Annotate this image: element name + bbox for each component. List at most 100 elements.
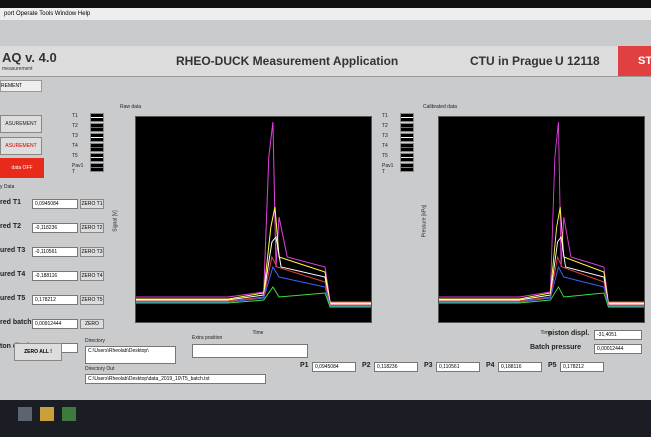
readout-label: red T1 [0,199,22,206]
plot-trace [136,206,371,304]
pressure-label: P3 [424,362,433,369]
directory-path: C:\Users\Rheolab\Desktop\ [85,346,176,364]
legend-label: T1 [72,113,78,119]
header: AQ v. 4.0 measurement RHEO-DUCK Measurem… [0,46,651,77]
plot-trace [136,235,371,305]
version: AQ v. 4.0 [2,50,57,65]
zero-button[interactable]: ZERO T2 [80,223,104,233]
status: data OFF [0,158,44,178]
legend-label: Pav1 T [72,163,84,175]
left-panel: ASUREMENT ASUREMENT data OFF y Data red T1 0,… [0,103,130,393]
x-axis-label: Time [540,330,552,336]
readout-label: piston displ. [548,330,590,337]
readout-value: 0,178212 [32,295,78,305]
plot-area [438,116,645,323]
pressure-label: P1 [300,362,309,369]
plot-title: Calibrated data [423,104,457,110]
legend-label: T2 [72,123,78,129]
legend-swatch [400,133,414,142]
zero-button[interactable]: ZERO T4 [80,271,104,281]
plot-trace [439,206,644,304]
legend-swatch [90,133,104,142]
legend-label: T3 [72,133,78,139]
subtitle: measurement [2,66,33,72]
plot-trace [439,255,644,306]
legend-swatch [400,113,414,122]
institution: CTU in Prague [470,54,553,68]
readout-value: -0,118236 [32,223,78,233]
legend-label: T4 [72,143,78,149]
y-axis-label: Signal [V] [112,210,119,232]
legend-swatch [90,113,104,122]
plot-title: Raw data [120,104,142,110]
legend-swatch [400,163,414,172]
pressure-value: 0,0945084 [312,362,356,372]
plot-area [135,116,372,323]
plot-svg [136,121,371,308]
legend-label: T5 [382,153,388,159]
x-axis-label: Time [252,330,264,336]
pressure-value: 0,178212 [560,362,604,372]
zero-all-button[interactable]: ZERO ALL ! [14,343,62,361]
extra-position-label: Extra position [192,335,223,341]
legend-swatch [90,143,104,152]
task-icon[interactable] [62,407,76,421]
readout-label: Batch pressure [530,344,581,351]
zero-button[interactable]: ZERO [80,319,104,329]
directory-out-path: C:\Users\Rheolab\Desktop\data_2019_10\T5… [85,374,266,384]
menu-bar[interactable]: port Operate Tools Window Help [0,8,651,20]
legend-label: T2 [382,123,388,129]
pressure-label: P4 [486,362,495,369]
app-title: RHEO-DUCK Measurement Application [176,54,399,68]
legend-label: Pav1 T [382,163,394,175]
legend-swatch [400,153,414,162]
screen: port Operate Tools Window Help AQ v. 4.0… [0,8,651,400]
zero-button[interactable]: ZERO T1 [80,199,104,209]
readout-value: -0,188116 [32,271,78,281]
readout-value: -31,4051 [594,330,642,340]
zero-button[interactable]: ZERO T3 [80,247,104,257]
readout-value: 0,00912444 [32,319,78,329]
readout-value: -0,110561 [32,247,78,257]
indicator-label: y Data [0,184,15,190]
legend-label: T4 [382,143,388,149]
plot-trace [136,255,371,306]
legend-swatch [90,153,104,162]
legend-swatch [90,163,104,172]
mode-button[interactable]: ASUREMENT [0,137,42,155]
plot-svg [439,121,644,308]
pressure-label: P5 [548,362,557,369]
readout-label: ured T3 [0,247,26,254]
legend-label: T1 [382,113,388,119]
pressure-value: 0,110561 [436,362,480,372]
legend-swatch [400,143,414,152]
pressure-value: 0,118236 [374,362,418,372]
legend-label: T5 [72,153,78,159]
legend-label: T3 [382,133,388,139]
taskbar [0,400,651,437]
legend-swatch [90,123,104,132]
plot-trace [136,265,371,307]
mode-button[interactable]: ASUREMENT [0,115,42,133]
plot-trace [439,286,644,308]
legend-swatch [400,123,414,132]
readout-label: red T2 [0,223,22,230]
stop-button[interactable]: STO [618,46,651,76]
tab[interactable]: REMENT [0,80,42,92]
plot-trace [136,286,371,308]
readout-label: ured T4 [0,271,26,278]
extra-position-field [192,344,308,358]
plot-trace [439,235,644,305]
directory-out-label: Directory Out [85,366,115,372]
task-icon[interactable] [40,407,54,421]
pressure-label: P2 [362,362,371,369]
room: U 12118 [555,54,600,68]
task-icon[interactable] [18,407,32,421]
plot-trace [136,121,371,303]
plot-trace [439,121,644,303]
readout-label: red batch [0,319,32,326]
pressure-value: 0,188116 [498,362,542,372]
zero-button[interactable]: ZERO T5 [80,295,104,305]
y-axis-label: Pressure [kPa] [421,204,428,238]
